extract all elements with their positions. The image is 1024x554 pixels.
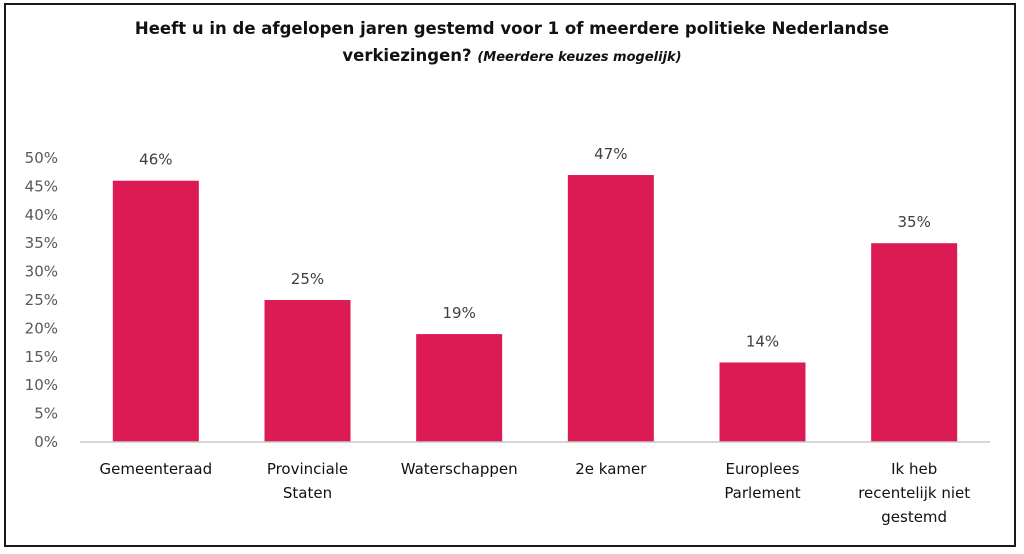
chart-title: Heeft u in de afgelopen jaren gestemd vo… <box>0 15 1024 71</box>
bar-3 <box>416 334 503 442</box>
bar-1 <box>112 180 199 442</box>
category-label-line: Europlees <box>726 460 800 478</box>
category-label-line: recentelijk niet <box>858 484 970 502</box>
category-label: Gemeenteraad <box>100 460 213 478</box>
y-tick-label: 35% <box>25 234 58 252</box>
category-label: Ik heb recentelijk niet gestemd <box>858 460 970 526</box>
category-label-line: Provinciale <box>267 460 348 478</box>
title-line-2: verkiezingen? <box>342 46 472 65</box>
data-label: 46% <box>139 151 172 169</box>
data-label: 25% <box>291 270 324 288</box>
category-label-line: gestemd <box>881 508 947 526</box>
bar-4 <box>567 175 654 443</box>
data-label: 14% <box>746 332 779 350</box>
data-label: 35% <box>897 213 930 231</box>
y-tick-label: 40% <box>25 206 58 224</box>
bar-6 <box>871 243 958 442</box>
category-label-line: Waterschappen <box>401 460 518 478</box>
title-line-1: Heeft u in de afgelopen jaren gestemd vo… <box>134 19 890 38</box>
category-label: 2e kamer <box>575 460 647 478</box>
y-tick-label: 20% <box>25 319 58 337</box>
data-label: 19% <box>442 304 475 322</box>
category-label: Provinciale Staten <box>267 460 348 502</box>
category-label-line: Ik heb <box>891 460 937 478</box>
category-label-line: 2e kamer <box>575 460 647 478</box>
y-tick-label: 15% <box>25 348 58 366</box>
y-tick-label: 10% <box>25 376 58 394</box>
data-label: 47% <box>594 145 627 163</box>
bar-5 <box>719 362 806 442</box>
category-label-line: Staten <box>283 484 332 502</box>
y-tick-label: 30% <box>25 263 58 281</box>
chart-subtitle: (Meerdere keuzes mogelijk) <box>477 50 682 65</box>
y-tick-label: 25% <box>25 291 58 309</box>
y-tick-label: 5% <box>34 405 58 423</box>
y-tick-label: 45% <box>25 177 58 195</box>
category-label: Waterschappen <box>401 460 518 478</box>
y-tick-label: 0% <box>34 433 58 451</box>
bar-2 <box>264 300 351 442</box>
category-label-line: Gemeenteraad <box>100 460 213 478</box>
category-label: Europlees Parlement <box>724 460 800 502</box>
y-tick-label: 50% <box>25 149 58 167</box>
category-label-line: Parlement <box>724 484 800 502</box>
